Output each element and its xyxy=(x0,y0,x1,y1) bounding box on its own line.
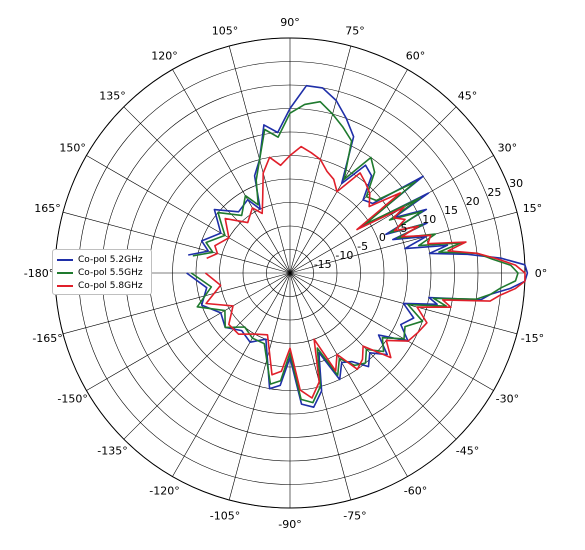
radial-tick-label: 20 xyxy=(466,195,480,208)
legend-entry: Co-pol 5.2GHz xyxy=(57,253,147,266)
angle-tick-label: -45° xyxy=(456,444,479,457)
angle-tick-label: -180° xyxy=(24,267,54,280)
angle-gridline xyxy=(123,106,291,274)
radial-tick-label: 15 xyxy=(444,204,458,217)
angle-tick-label: 15° xyxy=(523,202,543,215)
legend-swatch xyxy=(57,258,73,261)
legend-swatch xyxy=(57,271,73,274)
angle-tick-label: 90° xyxy=(280,16,300,29)
angle-gridline xyxy=(172,272,291,477)
angle-tick-labels: 0° 15° 30° 45° 60° 75° 90° 105° 120° 135° 150° 165°… xyxy=(24,16,547,531)
legend-swatch xyxy=(57,284,73,287)
angle-tick-label: 0° xyxy=(535,267,548,280)
angle-tick-label: -165° xyxy=(32,332,62,345)
angle-tick-label: 135° xyxy=(99,90,126,103)
legend-label: Co-pol 5.2GHz xyxy=(78,254,143,265)
angle-tick-label: -60° xyxy=(404,484,427,497)
radial-tick-label: -15 xyxy=(314,258,332,271)
angle-gridline xyxy=(289,69,408,274)
series-layer xyxy=(186,84,529,408)
angle-gridline xyxy=(289,272,457,440)
series-line-0 xyxy=(186,84,529,408)
angle-tick-label: -105° xyxy=(210,509,240,522)
angle-tick-label: 60° xyxy=(406,50,426,63)
angle-gridline xyxy=(228,272,291,501)
angle-tick-label: -75° xyxy=(343,509,366,522)
angle-tick-label: 30° xyxy=(498,142,518,155)
angle-tick-label: -150° xyxy=(57,393,87,406)
radial-tick-label: 25 xyxy=(487,186,501,199)
radial-tick-labels: -15-10 -5 0 5 10 15 20 25 30 xyxy=(314,177,523,271)
radial-tick-label: 0 xyxy=(379,231,386,244)
angle-gridline xyxy=(172,69,291,274)
angle-tick-label: 165° xyxy=(34,202,61,215)
legend-label: Co-pol 5.5GHz xyxy=(78,267,143,278)
angle-gridline xyxy=(289,155,494,274)
angle-tick-label: -30° xyxy=(496,393,519,406)
legend-entry: Co-pol 5.8GHz xyxy=(57,279,147,292)
angle-tick-label: 120° xyxy=(151,50,178,63)
angle-tick-label: 45° xyxy=(458,90,478,103)
angle-gridline xyxy=(62,211,291,274)
radial-tick-label: -5 xyxy=(357,240,368,253)
angle-tick-label: -15° xyxy=(521,332,544,345)
angle-tick-label: 105° xyxy=(212,25,239,38)
series-line-2 xyxy=(204,145,526,399)
angle-gridline xyxy=(289,272,494,391)
legend-entry: Co-pol 5.5GHz xyxy=(57,266,147,279)
radial-tick-label: -10 xyxy=(335,249,353,262)
angle-gridline xyxy=(123,272,291,440)
angle-tick-label: -120° xyxy=(149,484,179,497)
angle-gridline xyxy=(86,272,291,391)
angle-tick-label: 75° xyxy=(345,25,365,38)
angle-gridline xyxy=(289,211,518,274)
angle-gridline xyxy=(62,272,291,335)
angle-gridline xyxy=(289,106,457,274)
radial-tick-label: 10 xyxy=(422,213,436,226)
legend: Co-pol 5.2GHz Co-pol 5.5GHz Co-pol 5.8GHz xyxy=(52,249,152,295)
radial-tick-label: 30 xyxy=(509,177,523,190)
legend-label: Co-pol 5.8GHz xyxy=(78,280,143,291)
angle-gridline xyxy=(86,155,291,274)
radial-tick-label: 5 xyxy=(401,222,408,235)
angle-tick-label: -90° xyxy=(278,518,301,531)
angle-tick-label: -135° xyxy=(97,444,127,457)
angle-gridline xyxy=(289,272,408,477)
angle-tick-label: 150° xyxy=(59,142,86,155)
